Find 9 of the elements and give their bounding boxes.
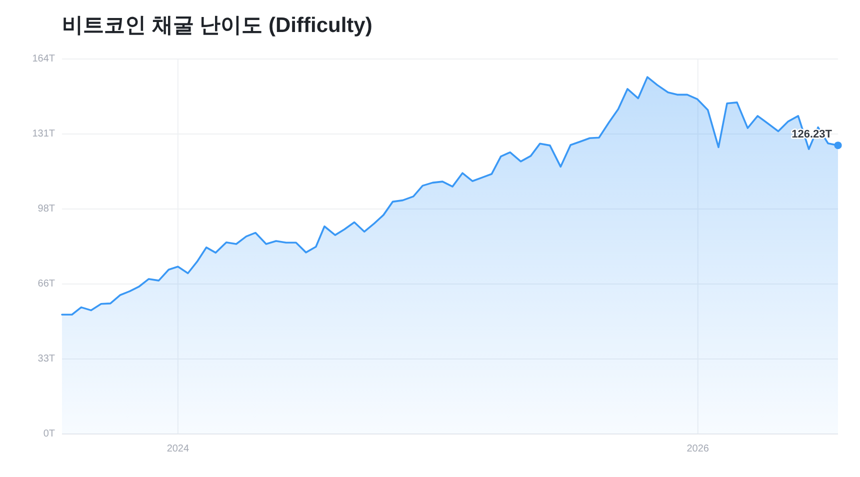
- y-tick-label: 164T: [32, 54, 55, 65]
- x-tick-label: 2026: [686, 444, 710, 455]
- chart-title: 비트코인 채굴 난이도 (Difficulty): [62, 14, 372, 37]
- y-tick-label: 98T: [38, 204, 55, 215]
- x-tick-label: 2024: [166, 444, 190, 455]
- y-tick-label: 66T: [38, 278, 55, 290]
- y-tick-label: 33T: [38, 354, 55, 365]
- y-tick-label: 0T: [43, 428, 55, 440]
- y-tick-label: 131T: [32, 128, 55, 140]
